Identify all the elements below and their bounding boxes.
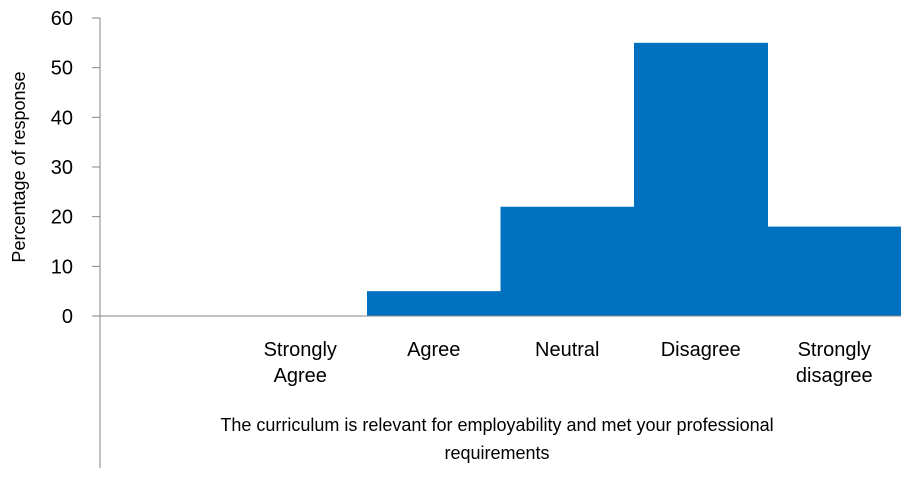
y-tick-label: 10 xyxy=(51,256,73,278)
bar xyxy=(501,207,635,316)
y-tick-label: 20 xyxy=(51,207,73,229)
bar xyxy=(634,43,768,316)
y-tick-label: 50 xyxy=(51,58,73,80)
category-label: Disagree xyxy=(661,339,741,361)
y-ticks: 0 10 20 30 40 50 60 xyxy=(51,8,100,328)
bar xyxy=(367,291,501,316)
bar xyxy=(768,227,901,316)
y-tick-label: 40 xyxy=(51,107,73,129)
y-tick-label: 30 xyxy=(51,157,73,179)
category-label: Agree xyxy=(407,339,460,361)
x-axis-label: The curriculum is relevant for employabi… xyxy=(220,415,773,463)
y-axis-label: Percentage of response xyxy=(9,71,29,262)
y-tick-label: 0 xyxy=(62,306,73,328)
y-tick-label: 60 xyxy=(51,8,73,30)
category-label: Neutral xyxy=(535,339,599,361)
bars xyxy=(367,43,901,316)
